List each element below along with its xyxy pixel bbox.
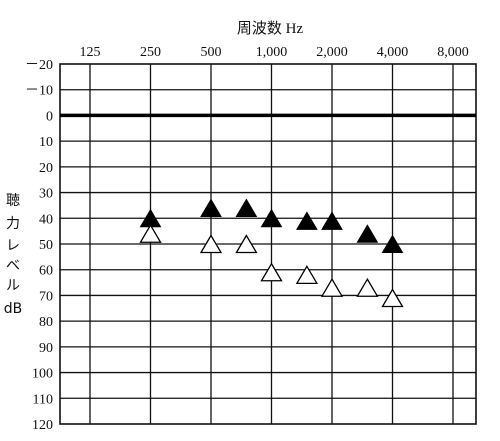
- y-axis-label-char: 力: [6, 216, 20, 232]
- filled-triangle-marker: [381, 234, 404, 253]
- open-triangle-marker: [260, 262, 283, 282]
- open-triangle-marker: [235, 234, 258, 254]
- y-axis-label-char: ベ: [6, 258, 20, 274]
- x-tick-label: 4,000: [377, 45, 409, 60]
- filled-triangle-marker: [296, 211, 318, 230]
- y-tick-label: 40: [39, 212, 53, 227]
- y-axis-label-char: ル: [6, 278, 20, 294]
- open-triangle-marker: [199, 234, 223, 254]
- grid-lines: [60, 64, 476, 424]
- x-tick-label: 500: [201, 45, 222, 60]
- y-tick-label: 60: [39, 264, 53, 279]
- filled-triangle-marker: [356, 224, 379, 243]
- y-axis-label-char: 聴: [6, 193, 20, 209]
- x-tick-label: 8,000: [437, 45, 469, 60]
- open-triangle-marker: [320, 277, 344, 297]
- y-tick-label: －10: [25, 84, 53, 99]
- open-triangle-marker: [295, 265, 319, 285]
- y-axis-ticks: －20 －10 0 10 20 30 40 50 60 70 80 90 100 110 120: [25, 58, 53, 433]
- open-triangle-marker: [381, 288, 404, 308]
- y-axis-label-char: dB: [4, 301, 23, 317]
- y-axis-label-char: レ: [6, 238, 20, 254]
- x-tick-label: 125: [80, 45, 101, 60]
- filled-triangle-marker: [235, 198, 258, 217]
- x-tick-label: 1,000: [256, 45, 288, 60]
- y-tick-label: 70: [39, 289, 53, 304]
- y-tick-label: 90: [39, 341, 53, 356]
- y-tick-label: 20: [39, 161, 53, 176]
- y-tick-label: 0: [46, 109, 53, 124]
- y-tick-label: －20: [25, 58, 53, 73]
- data-marks: [139, 198, 404, 308]
- y-tick-label: 120: [32, 418, 53, 433]
- filled-triangle-marker: [321, 211, 343, 230]
- x-tick-label: 2,000: [316, 45, 348, 60]
- filled-triangle-marker: [260, 208, 283, 228]
- chart-title: 周波数 Hz: [237, 20, 304, 37]
- y-tick-label: 10: [39, 135, 53, 150]
- filled-triangle-marker: [200, 198, 222, 217]
- x-tick-label: 250: [140, 45, 161, 60]
- x-axis-ticks: 125 250 500 1,000 2,000 4,000 8,000: [80, 45, 469, 60]
- open-triangle-marker: [356, 277, 379, 297]
- open-triangle-marker: [139, 223, 162, 243]
- y-tick-label: 50: [39, 238, 53, 253]
- y-tick-label: 80: [39, 315, 53, 330]
- y-tick-label: 110: [33, 392, 53, 407]
- y-tick-label: 100: [32, 367, 53, 382]
- y-tick-label: 30: [39, 187, 53, 202]
